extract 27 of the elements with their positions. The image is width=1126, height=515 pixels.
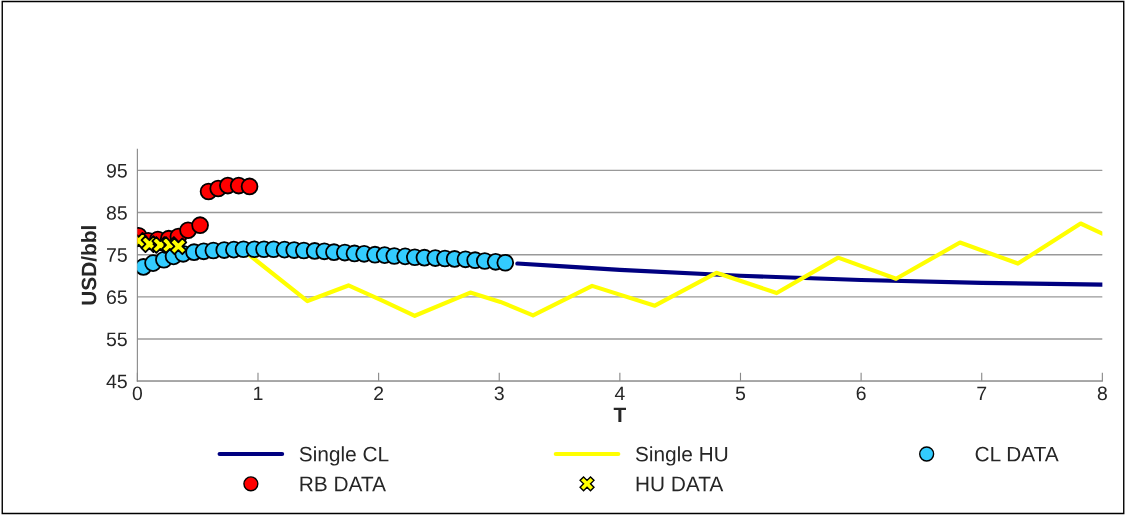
line-series [515,261,1103,287]
x-tick-label: 8 [1097,386,1107,401]
x-tick-label: 6 [856,386,866,401]
x-axis-title: T [613,407,626,422]
y-tick-label: 45 [106,374,127,389]
x-tick-label: 3 [494,386,504,401]
legend-label: CL DATA [975,446,1059,462]
x-tick-label: 1 [254,386,263,401]
point [191,216,209,235]
x-tick-label: 0 [132,386,143,401]
point [169,237,188,256]
legend-label: Single HU [635,446,728,466]
legend-label: HU DATA [636,476,724,492]
point [240,177,259,196]
x-tick-label: 7 [977,386,987,401]
y-tick-label: 65 [107,290,127,305]
y-axis-title: USD/bbl [81,226,97,305]
y-tick-label: 85 [106,206,127,220]
x-tick-label: 2 [374,386,384,401]
y-tick-label: 95 [106,163,127,178]
point [496,253,515,272]
legend-label: Single CL [299,446,389,466]
x-tick-label: 4 [614,386,625,401]
x-tick-label: 5 [735,386,746,401]
y-tick-label: 55 [106,332,127,347]
legend-label: RB DATA [300,476,386,492]
y-tick-label: 75 [107,248,127,262]
